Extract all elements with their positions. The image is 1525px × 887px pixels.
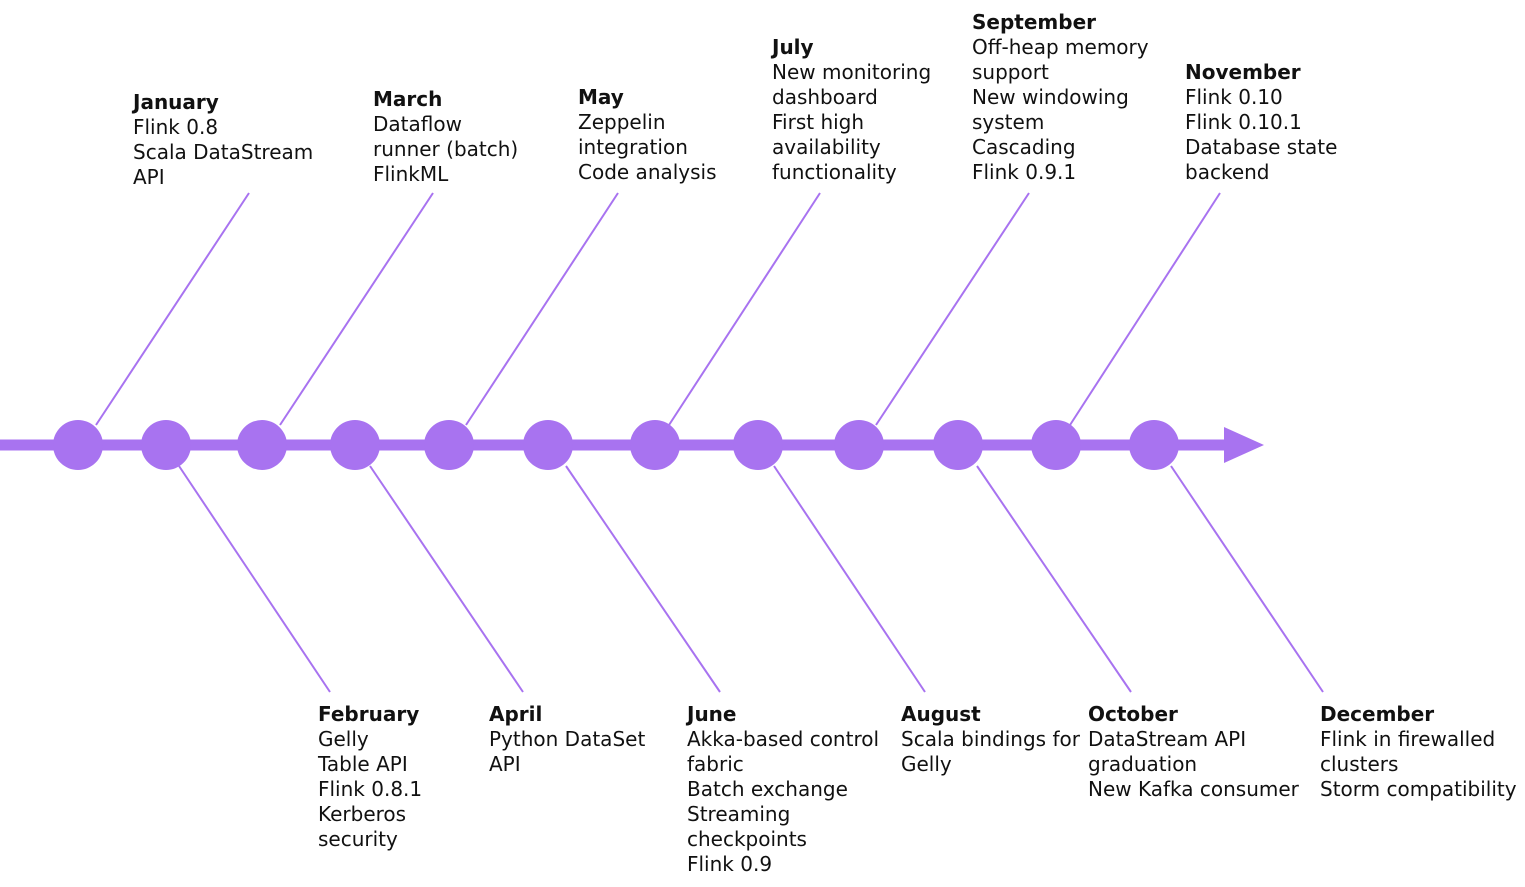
month-label: May — [578, 85, 624, 109]
milestone-item: FlinkML — [373, 162, 449, 186]
milestone-item: API — [133, 165, 165, 189]
month-marker-apr — [330, 420, 380, 470]
month-marker-feb — [141, 420, 191, 470]
month-marker-jun — [523, 420, 573, 470]
connector-line-nov — [1069, 192, 1221, 426]
connector-line-aug — [773, 465, 926, 693]
milestone-item: system — [972, 110, 1045, 134]
milestone-item: backend — [1185, 160, 1270, 184]
milestone-item: runner (batch) — [373, 137, 519, 161]
milestone-item: Flink 0.10 — [1185, 85, 1283, 109]
milestone-item: Streaming — [687, 802, 791, 826]
month-label: July — [772, 35, 814, 59]
month-label: September — [972, 10, 1096, 34]
milestone-item: clusters — [1320, 752, 1399, 776]
connector-lines — [95, 192, 1324, 693]
month-block-april: April Python DataSet API — [489, 702, 645, 777]
month-marker-jul — [630, 420, 680, 470]
milestone-item: support — [972, 60, 1049, 84]
month-block-november: November Flink 0.10 Flink 0.10.1 Databas… — [1185, 60, 1337, 185]
connector-line-sep — [875, 192, 1030, 426]
milestone-item: Flink 0.10.1 — [1185, 110, 1302, 134]
milestone-item: Code analysis — [578, 160, 717, 184]
connector-line-mar — [279, 192, 434, 426]
month-marker-sep — [834, 420, 884, 470]
milestone-item: New Kafka consumer — [1088, 777, 1299, 801]
month-label: August — [901, 702, 981, 726]
month-marker-may — [424, 420, 474, 470]
connector-line-may — [465, 192, 619, 426]
month-label: June — [687, 702, 737, 726]
connector-line-dec — [1170, 465, 1324, 693]
milestone-item: integration — [578, 135, 688, 159]
connector-line-jun — [565, 465, 721, 693]
month-label: January — [133, 90, 219, 114]
milestone-item: First high — [772, 110, 865, 134]
milestone-item: Gelly — [901, 752, 952, 776]
month-marker-aug — [733, 420, 783, 470]
milestone-item: Python DataSet — [489, 727, 646, 751]
milestone-item: functionality — [772, 160, 897, 184]
milestone-item: fabric — [687, 752, 744, 776]
month-block-october: October DataStream API graduation New Ka… — [1088, 702, 1299, 802]
milestone-item: Akka-based control — [687, 727, 880, 751]
milestone-item: Kerberos — [318, 802, 407, 826]
milestone-item: API — [489, 752, 521, 776]
milestone-item: Cascading — [972, 135, 1076, 159]
month-marker-oct — [933, 420, 983, 470]
milestone-item: dashboard — [772, 85, 878, 109]
milestone-item: checkpoints — [687, 827, 807, 851]
milestone-item: Batch exchange — [687, 777, 848, 801]
month-block-august: August Scala bindings for Gelly — [901, 702, 1080, 777]
milestone-item: Storm compatibility — [1320, 777, 1517, 801]
milestone-item: Table API — [318, 752, 408, 776]
connector-line-oct — [976, 465, 1132, 693]
month-marker-mar — [237, 420, 287, 470]
month-block-december: December Flink in firewalled clusters St… — [1320, 702, 1517, 802]
milestone-item: Scala DataStream — [133, 140, 314, 164]
month-marker-nov — [1031, 420, 1081, 470]
month-block-january: January Flink 0.8 Scala DataStream API — [133, 90, 313, 190]
month-label: October — [1088, 702, 1178, 726]
milestone-item: Flink in firewalled — [1320, 727, 1496, 751]
connector-line-jul — [668, 192, 821, 426]
month-label: November — [1185, 60, 1301, 84]
milestone-item: Dataflow — [373, 112, 462, 136]
connector-line-apr — [369, 465, 524, 693]
milestone-item: Flink 0.8 — [133, 115, 219, 139]
milestone-item: Database state — [1185, 135, 1338, 159]
month-label: March — [373, 87, 443, 111]
connector-line-feb — [178, 465, 331, 693]
milestone-item: security — [318, 827, 398, 851]
month-block-july: July New monitoring dashboard First high… — [772, 35, 931, 185]
milestone-item: Off-heap memory — [972, 35, 1149, 59]
milestone-item: Flink 0.9.1 — [972, 160, 1077, 184]
month-block-may: May Zeppelin integration Code analysis — [578, 85, 717, 185]
milestone-item: availability — [772, 135, 881, 159]
month-block-june: June Akka-based control fabric Batch exc… — [687, 702, 879, 877]
month-markers — [53, 420, 1179, 470]
connector-line-jan — [95, 192, 250, 426]
month-block-february: February Gelly Table API Flink 0.8.1 Ker… — [318, 702, 422, 852]
month-marker-dec — [1129, 420, 1179, 470]
month-block-september: September Off-heap memory support New wi… — [972, 10, 1149, 185]
milestone-item: Zeppelin — [578, 110, 666, 134]
milestone-item: Flink 0.9 — [687, 852, 773, 876]
month-label: February — [318, 702, 420, 726]
month-label: December — [1320, 702, 1435, 726]
milestone-item: DataStream API — [1088, 727, 1247, 751]
month-label: April — [489, 702, 543, 726]
milestone-item: New monitoring — [772, 60, 932, 84]
month-marker-jan — [53, 420, 103, 470]
milestone-item: graduation — [1088, 752, 1198, 776]
timeline-arrowhead — [1224, 427, 1264, 463]
milestone-item: Gelly — [318, 727, 369, 751]
milestone-item: Scala bindings for — [901, 727, 1080, 751]
milestone-item: New windowing — [972, 85, 1129, 109]
month-block-march: March Dataflow runner (batch) FlinkML — [373, 87, 518, 187]
milestone-item: Flink 0.8.1 — [318, 777, 423, 801]
